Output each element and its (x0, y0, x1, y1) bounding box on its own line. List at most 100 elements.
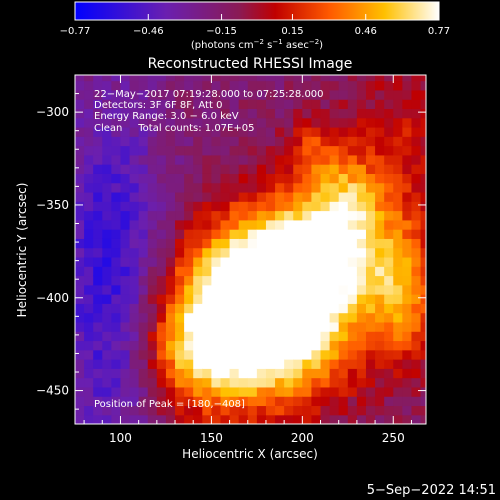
heatmap-cell (211, 136, 222, 147)
heatmap-cell (138, 303, 149, 314)
heatmap-cell (202, 377, 212, 388)
heatmap-cell (220, 117, 231, 128)
heatmap-cell (329, 145, 340, 156)
heatmap-cell (365, 238, 376, 249)
heatmap-cell (193, 256, 203, 267)
heatmap-cell (311, 405, 322, 416)
heatmap-cell (365, 210, 376, 221)
heatmap-cell (84, 75, 94, 82)
heatmap-cell (129, 136, 140, 147)
heatmap-cell (247, 396, 258, 407)
heatmap-cell (256, 340, 267, 351)
heatmap-cell (147, 173, 158, 184)
heatmap-cell (293, 377, 303, 388)
heatmap-cell (220, 377, 231, 388)
heatmap-cell (238, 108, 249, 119)
heatmap-cell (284, 284, 294, 295)
heatmap-cell (247, 229, 258, 239)
heatmap-cell (375, 164, 385, 174)
heatmap-cell (356, 201, 367, 212)
heatmap-cell (293, 275, 303, 286)
colorbar-tick-label: −0.15 (206, 26, 237, 37)
heatmap-cell (265, 173, 276, 184)
heatmap-cell (238, 386, 249, 397)
heatmap-cell (193, 75, 203, 82)
heatmap-cell (156, 321, 167, 332)
heatmap-cell (102, 229, 112, 239)
heatmap-cell (229, 405, 240, 416)
heatmap-cell (375, 414, 385, 424)
heatmap-cell (184, 126, 194, 137)
heatmap-cell (165, 256, 176, 267)
heatmap-cell (275, 210, 285, 221)
heatmap-cell (375, 359, 385, 369)
heatmap-cell (329, 173, 340, 184)
heatmap-cell (202, 75, 212, 82)
heatmap-cell (147, 349, 158, 360)
heatmap-cell (75, 396, 85, 407)
heatmap-cell (184, 191, 194, 202)
heatmap-cell (211, 340, 222, 351)
heatmap-cell (193, 210, 203, 221)
heatmap-cell (147, 275, 158, 286)
heatmap-cell (211, 99, 222, 110)
heatmap-cell (238, 75, 249, 82)
heatmap-cell (129, 349, 140, 360)
heatmap-cell (338, 136, 349, 147)
heatmap-cell (75, 210, 85, 221)
heatmap-cell (93, 275, 103, 286)
heatmap-cell (202, 396, 212, 407)
heatmap-cell (265, 238, 276, 249)
heatmap-cell (211, 210, 222, 221)
heatmap-cell (84, 229, 94, 239)
heatmap-cell (338, 266, 349, 277)
heatmap-cell (120, 126, 131, 137)
heatmap-cell (320, 191, 331, 202)
heatmap-cell (93, 396, 103, 407)
heatmap-cell (129, 303, 140, 314)
heatmap-cell (138, 284, 149, 295)
heatmap-cell (347, 294, 358, 304)
heatmap-cell (411, 191, 422, 202)
heatmap-cell (229, 303, 240, 314)
heatmap-cell (229, 386, 240, 397)
heatmap-cell (138, 154, 149, 165)
heatmap-cell (184, 312, 194, 323)
heatmap-cell (84, 99, 94, 110)
heatmap-cell (147, 229, 158, 239)
heatmap-cell (229, 368, 240, 379)
heatmap-cell (238, 210, 249, 221)
heatmap-cell (329, 368, 340, 379)
heatmap-cell (275, 256, 285, 267)
heatmap-cell (120, 99, 131, 110)
heatmap-cell (84, 89, 94, 100)
heatmap-cell (411, 303, 422, 314)
heatmap-cell (111, 359, 122, 369)
heatmap-cell (347, 340, 358, 351)
heatmap-cell (293, 99, 303, 110)
heatmap-cell (329, 405, 340, 416)
heatmap-cell (75, 294, 85, 304)
heatmap-cell (175, 145, 185, 156)
heatmap-cell (384, 405, 394, 416)
heatmap-cell (302, 312, 313, 323)
heatmap-cell (120, 229, 131, 239)
heatmap-cell (275, 266, 285, 277)
heatmap-cell (265, 414, 276, 424)
heatmap-cell (311, 219, 322, 230)
heatmap-cell (393, 80, 403, 91)
heatmap-cell (111, 294, 122, 304)
heatmap-cell (384, 219, 394, 230)
heatmap-cell (247, 80, 258, 91)
heatmap-cell (347, 386, 358, 397)
heatmap-cell (338, 247, 349, 258)
heatmap-cell (93, 349, 103, 360)
heatmap-cell (275, 405, 285, 416)
heatmap-cell (356, 294, 367, 304)
heatmap-cell (229, 396, 240, 407)
heatmap-cell (247, 312, 258, 323)
heatmap-cell (229, 294, 240, 304)
heatmap-cell (129, 368, 140, 379)
heatmap-cell (111, 80, 122, 91)
heatmap-cell (138, 126, 149, 137)
